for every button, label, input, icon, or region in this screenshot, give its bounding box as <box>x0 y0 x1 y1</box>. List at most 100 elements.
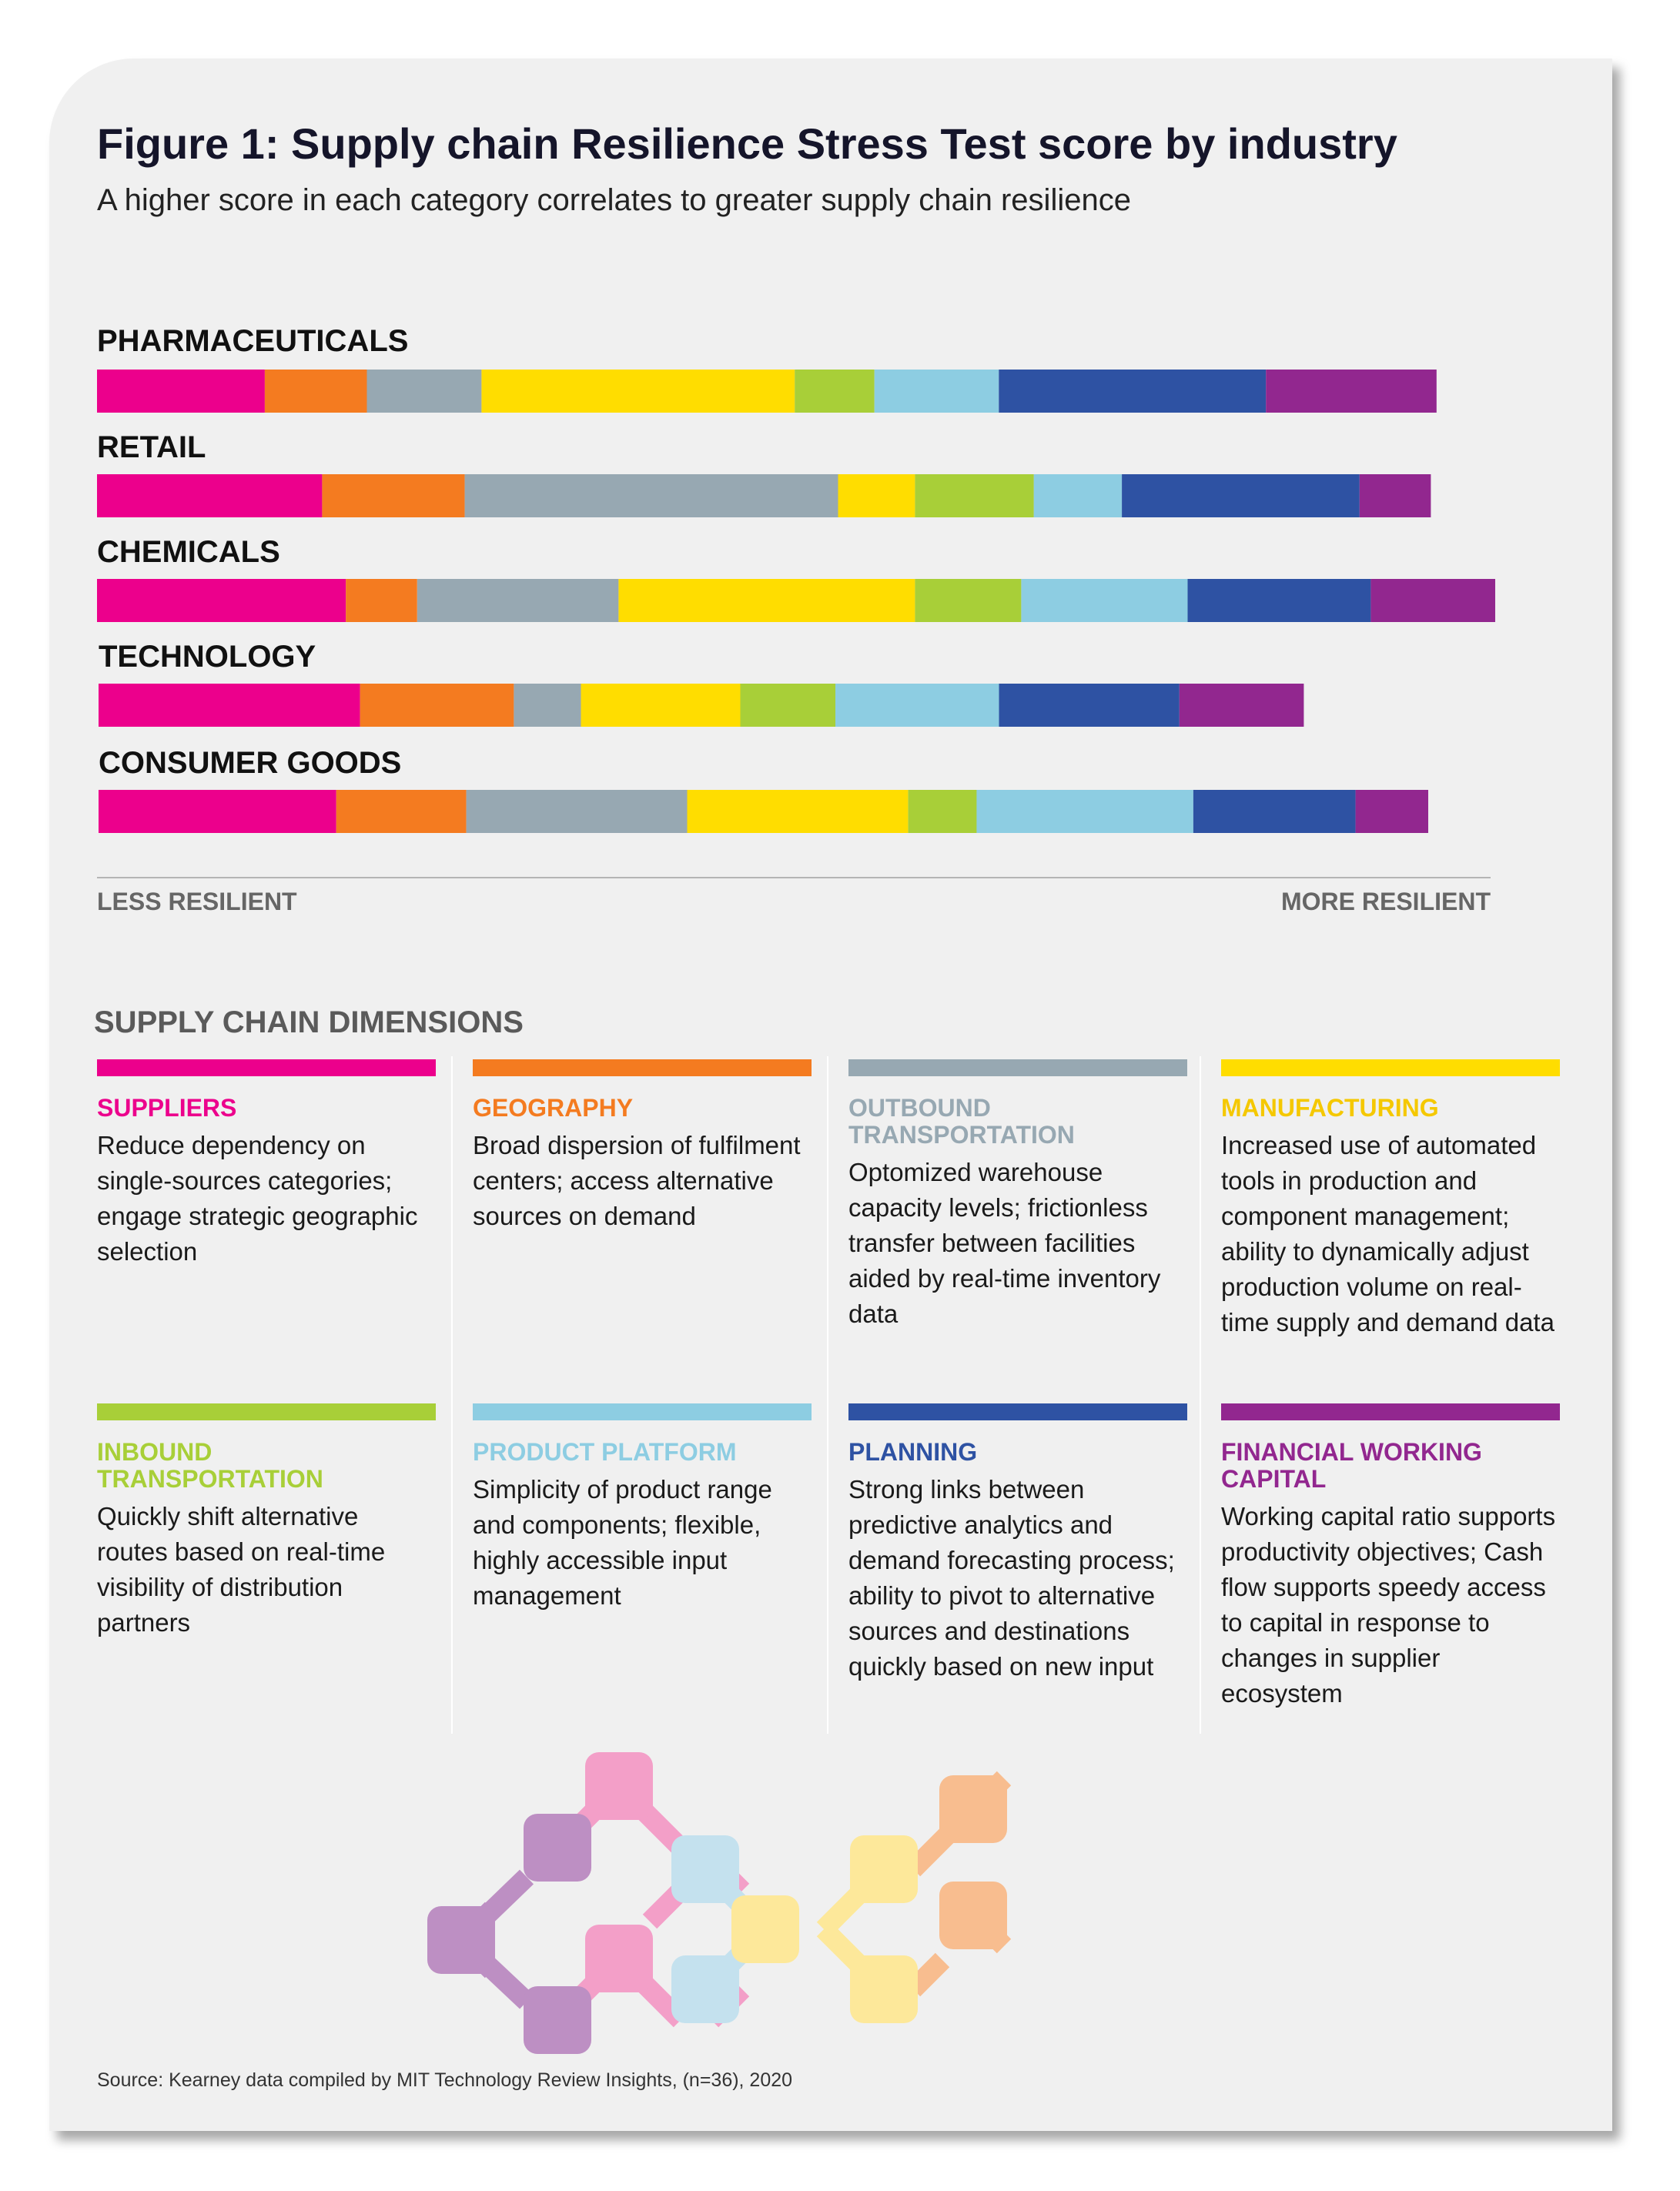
bar-segment <box>466 790 688 833</box>
network-node <box>731 1895 799 1963</box>
industry-label: CONSUMER GOODS <box>99 746 401 780</box>
bar-segment <box>838 474 915 517</box>
bar-segment <box>264 370 367 413</box>
dimension-description: Simplicity of product range and componen… <box>473 1475 772 1610</box>
industry-label: RETAIL <box>97 430 206 464</box>
bar-segment <box>1266 370 1437 413</box>
network-node <box>585 1925 653 1992</box>
dimension-description: Working capital ratio supports productiv… <box>1221 1502 1556 1708</box>
bar-segment <box>1193 790 1356 833</box>
dimension-name: PLANNING <box>848 1438 978 1466</box>
bar-segment <box>99 790 336 833</box>
bar-segment <box>97 474 323 517</box>
dimension-card: OUTBOUND TRANSPORTATION Optomized warehou… <box>848 1059 1187 1332</box>
dimension-color-bar <box>473 1403 812 1420</box>
bar-segment <box>687 790 909 833</box>
network-node <box>585 1752 653 1820</box>
bar-segment <box>835 684 999 727</box>
bar-segment <box>1021 579 1188 622</box>
dimensions-heading: SUPPLY CHAIN DIMENSIONS <box>94 1005 524 1039</box>
dimension-card: GEOGRAPHY Broad dispersion of fulfilment … <box>473 1059 812 1234</box>
bar-segment <box>1187 579 1371 622</box>
source-note: Source: Kearney data compiled by MIT Tec… <box>97 2069 793 2091</box>
network-node <box>939 1882 1007 1949</box>
bar-segment <box>336 790 467 833</box>
bar-segment <box>322 474 465 517</box>
bar-segment <box>97 579 346 622</box>
industry-label: CHEMICALS <box>97 535 280 569</box>
bar-segment <box>976 790 1193 833</box>
network-node <box>524 1814 591 1882</box>
bar-segment <box>514 684 581 727</box>
bar-segment <box>915 474 1034 517</box>
network-node <box>850 1835 918 1903</box>
supply-network-decoration <box>427 1752 1012 2054</box>
figure-card: Figure 1: Supply chain Resilience Stress… <box>49 59 1612 2131</box>
bar-segment <box>908 790 977 833</box>
bar-segment <box>464 474 838 517</box>
axis-label-less-resilient: LESS RESILIENT <box>97 888 297 915</box>
dimension-card: SUPPLIERS Reduce dependency on single-sou… <box>97 1059 436 1269</box>
column-divider <box>451 1056 453 1734</box>
dimension-name: PRODUCT PLATFORM <box>473 1438 737 1466</box>
dimension-color-bar <box>473 1059 812 1076</box>
column-divider <box>827 1056 828 1734</box>
bar-segment <box>1370 579 1495 622</box>
network-node <box>524 1986 591 2054</box>
axis-label-more-resilient: MORE RESILIENT <box>1281 888 1491 915</box>
industry-label: TECHNOLOGY <box>99 640 316 674</box>
dimension-card: FINANCIAL WORKING CAPITAL Working capital… <box>1221 1403 1560 1711</box>
figure-title: Figure 1: Supply chain Resilience Stress… <box>97 119 1397 168</box>
bar-segment <box>618 579 915 622</box>
dimension-name: INBOUND TRANSPORTATION <box>97 1438 323 1493</box>
stacked-bar-chart: PHARMACEUTICALS RETAIL CHEMICALS TECHNOLOGY… <box>97 324 1495 915</box>
dimension-description: Optomized warehouse capacity levels; fri… <box>848 1158 1161 1328</box>
bar-segment <box>740 684 835 727</box>
dimension-card: MANUFACTURING Increased use of automated … <box>1221 1059 1560 1340</box>
bar-segment <box>999 684 1180 727</box>
column-divider <box>1200 1056 1201 1734</box>
dimension-color-bar <box>97 1059 436 1076</box>
dimension-card: PLANNING Strong links between predictive … <box>848 1403 1187 1684</box>
dimension-name: OUTBOUND TRANSPORTATION <box>848 1094 1075 1149</box>
bar-segment <box>417 579 619 622</box>
bar-segment <box>366 370 482 413</box>
dimension-color-bar <box>97 1403 436 1420</box>
bar-segment <box>1122 474 1360 517</box>
bar-segment <box>346 579 417 622</box>
dimension-card: PRODUCT PLATFORM Simplicity of product ra… <box>473 1403 812 1614</box>
network-link <box>905 1952 950 1997</box>
dimension-description: Increased use of automated tools in prod… <box>1221 1131 1555 1336</box>
bar-segment <box>795 370 875 413</box>
dimension-description: Strong links between predictive analytic… <box>848 1475 1175 1681</box>
network-node <box>427 1906 495 1974</box>
bar-segment <box>360 684 514 727</box>
bar-segment <box>999 370 1267 413</box>
dimension-color-bar <box>1221 1059 1560 1076</box>
bar-segment <box>874 370 999 413</box>
dimension-name: SUPPLIERS <box>97 1094 237 1122</box>
bar-segment <box>481 370 795 413</box>
bar-segment <box>1355 790 1428 833</box>
industry-label: PHARMACEUTICALS <box>97 324 408 358</box>
bar-segment <box>97 370 265 413</box>
dimension-color-bar <box>848 1403 1187 1420</box>
network-node <box>850 1955 918 2023</box>
dimension-color-bar <box>1221 1403 1560 1420</box>
dimension-description: Broad dispersion of fulfilment centers; … <box>473 1131 801 1230</box>
dimension-description: Reduce dependency on single-sources cate… <box>97 1131 418 1266</box>
bar-segment <box>99 684 360 727</box>
bar-segment <box>1033 474 1123 517</box>
bar-segment <box>915 579 1022 622</box>
dimension-description: Quickly shift alternative routes based o… <box>97 1502 386 1637</box>
dimension-card: INBOUND TRANSPORTATION Quickly shift alte… <box>97 1403 436 1641</box>
dimension-name: MANUFACTURING <box>1221 1094 1439 1122</box>
dimension-color-bar <box>848 1059 1187 1076</box>
bar-segment <box>1359 474 1431 517</box>
network-node <box>671 1955 739 2023</box>
figure-subtitle: A higher score in each category correlat… <box>97 183 1131 217</box>
bar-segment <box>581 684 741 727</box>
dimension-name: FINANCIAL WORKING CAPITAL <box>1221 1438 1482 1493</box>
network-node <box>939 1775 1007 1843</box>
network-node <box>671 1835 739 1903</box>
